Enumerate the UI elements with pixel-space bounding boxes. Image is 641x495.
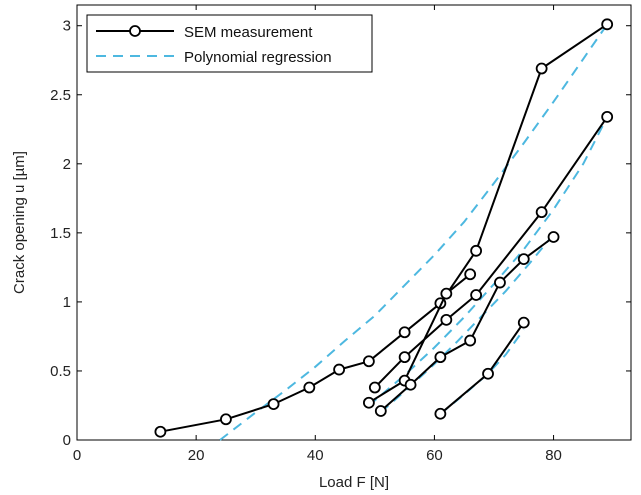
x-tick-label: 20 [188, 447, 205, 464]
legend-measurement-marker [129, 25, 141, 37]
measurement-point [535, 62, 548, 75]
measurement-point [601, 18, 614, 31]
measurement-point [440, 287, 453, 300]
x-tick-label: 40 [307, 447, 324, 464]
measurement-point [362, 355, 375, 368]
measurement-point [494, 276, 506, 289]
y-tick-label: 1.5 [50, 225, 71, 242]
legend-label-measurement: SEM measurement [184, 24, 313, 41]
regression-line [368, 116, 609, 407]
measurement-point [440, 313, 453, 326]
measurement-point [374, 405, 387, 417]
regression-line [380, 233, 555, 414]
measurement-point [470, 244, 483, 257]
measurement-point [404, 378, 417, 391]
measurement-point [464, 334, 477, 347]
measurement-point [362, 396, 375, 409]
regression-series [219, 23, 609, 441]
measurement-line [368, 273, 471, 404]
measurement-point [434, 351, 447, 364]
y-axis-title: Crack opening u [µm] [11, 151, 28, 294]
x-axis-title: Load F [N] [319, 474, 389, 491]
y-tick-label: 0 [63, 432, 71, 449]
x-tick-label: 60 [426, 447, 443, 464]
measurement-point [464, 268, 477, 281]
measurement-point [482, 367, 494, 380]
measurement-point [517, 316, 530, 329]
measurement-point [303, 381, 316, 394]
y-tick-label: 2.5 [50, 87, 71, 104]
plot-frame [76, 4, 632, 441]
measurement-point [434, 407, 447, 420]
measurement-line [374, 116, 609, 389]
measurement-point [398, 351, 411, 364]
legend-label-regression: Polynomial regression [184, 49, 332, 66]
measurement-line [439, 322, 525, 415]
measurement-point [601, 110, 614, 123]
measurement-point [220, 413, 232, 426]
measurement-point [267, 398, 280, 410]
measurement-point [333, 363, 346, 376]
measurement-point [535, 206, 548, 219]
regression-line [219, 23, 609, 441]
measurement-series [154, 18, 614, 438]
ticks: 0 20 40 60 80 0 0.5 1 1.5 2 2.5 3 [50, 5, 631, 464]
legend: SEM measurement Polynomial regression [86, 14, 373, 73]
measurement-point [368, 381, 381, 394]
y-tick-label: 3 [63, 18, 71, 35]
y-tick-label: 2 [63, 156, 71, 173]
y-tick-label: 1 [63, 294, 71, 311]
x-tick-label: 80 [545, 447, 562, 464]
legend-box [86, 14, 373, 73]
measurement-point [154, 425, 167, 438]
x-tick-label: 0 [73, 447, 81, 464]
y-tick-label: 0.5 [50, 363, 71, 380]
measurement-point [517, 253, 530, 265]
axes [76, 4, 632, 441]
measurement-point [470, 289, 483, 301]
measurement-point [547, 231, 560, 243]
measurement-point [398, 326, 411, 339]
